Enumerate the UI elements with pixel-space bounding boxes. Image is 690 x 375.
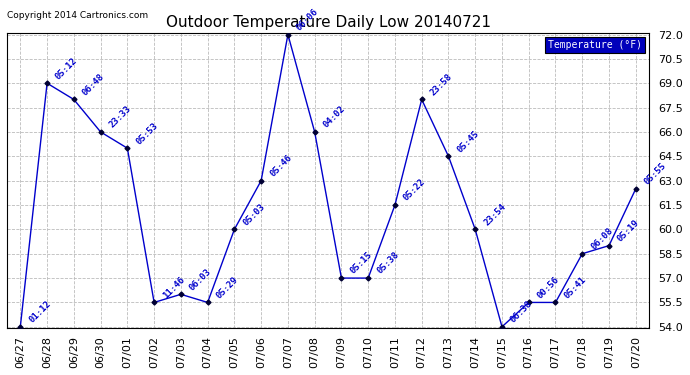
Text: 05:55: 05:55 — [642, 161, 668, 187]
Text: 05:29: 05:29 — [215, 275, 240, 300]
Text: 05:15: 05:15 — [348, 251, 374, 276]
Text: 23:54: 23:54 — [482, 202, 508, 227]
Text: 05:38: 05:38 — [375, 251, 400, 276]
Text: 05:03: 05:03 — [241, 202, 267, 227]
Text: Temperature (°F): Temperature (°F) — [549, 40, 642, 50]
Text: 05:22: 05:22 — [402, 177, 427, 203]
Text: 04:02: 04:02 — [322, 104, 347, 130]
Text: 06:08: 06:08 — [589, 226, 615, 252]
Text: 05:45: 05:45 — [455, 129, 481, 154]
Text: 06:38: 06:38 — [509, 299, 534, 325]
Text: 01:12: 01:12 — [28, 299, 52, 325]
Text: 06:48: 06:48 — [81, 72, 106, 97]
Text: 06:03: 06:03 — [188, 267, 213, 292]
Text: 05:19: 05:19 — [616, 218, 641, 243]
Text: 11:46: 11:46 — [161, 275, 186, 300]
Text: 00:56: 00:56 — [535, 275, 561, 300]
Title: Outdoor Temperature Daily Low 20140721: Outdoor Temperature Daily Low 20140721 — [166, 15, 491, 30]
Text: 23:58: 23:58 — [428, 72, 454, 97]
Text: 05:12: 05:12 — [54, 56, 79, 81]
Text: 05:41: 05:41 — [562, 275, 588, 300]
Text: 05:53: 05:53 — [135, 121, 159, 146]
Text: 06:06: 06:06 — [295, 7, 320, 32]
Text: 23:33: 23:33 — [108, 104, 133, 130]
Text: 05:46: 05:46 — [268, 153, 293, 178]
Text: Copyright 2014 Cartronics.com: Copyright 2014 Cartronics.com — [7, 11, 148, 20]
